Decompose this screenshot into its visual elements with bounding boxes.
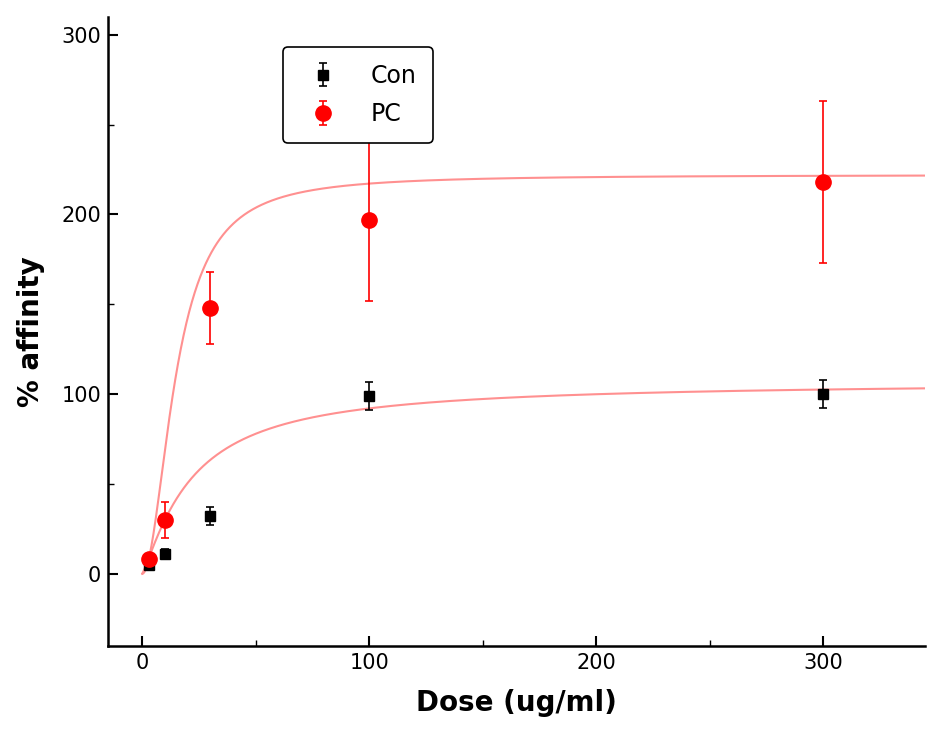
X-axis label: Dose (ug/ml): Dose (ug/ml) — [416, 689, 617, 717]
Y-axis label: % affinity: % affinity — [17, 256, 44, 407]
Legend: Con, PC: Con, PC — [284, 48, 433, 142]
